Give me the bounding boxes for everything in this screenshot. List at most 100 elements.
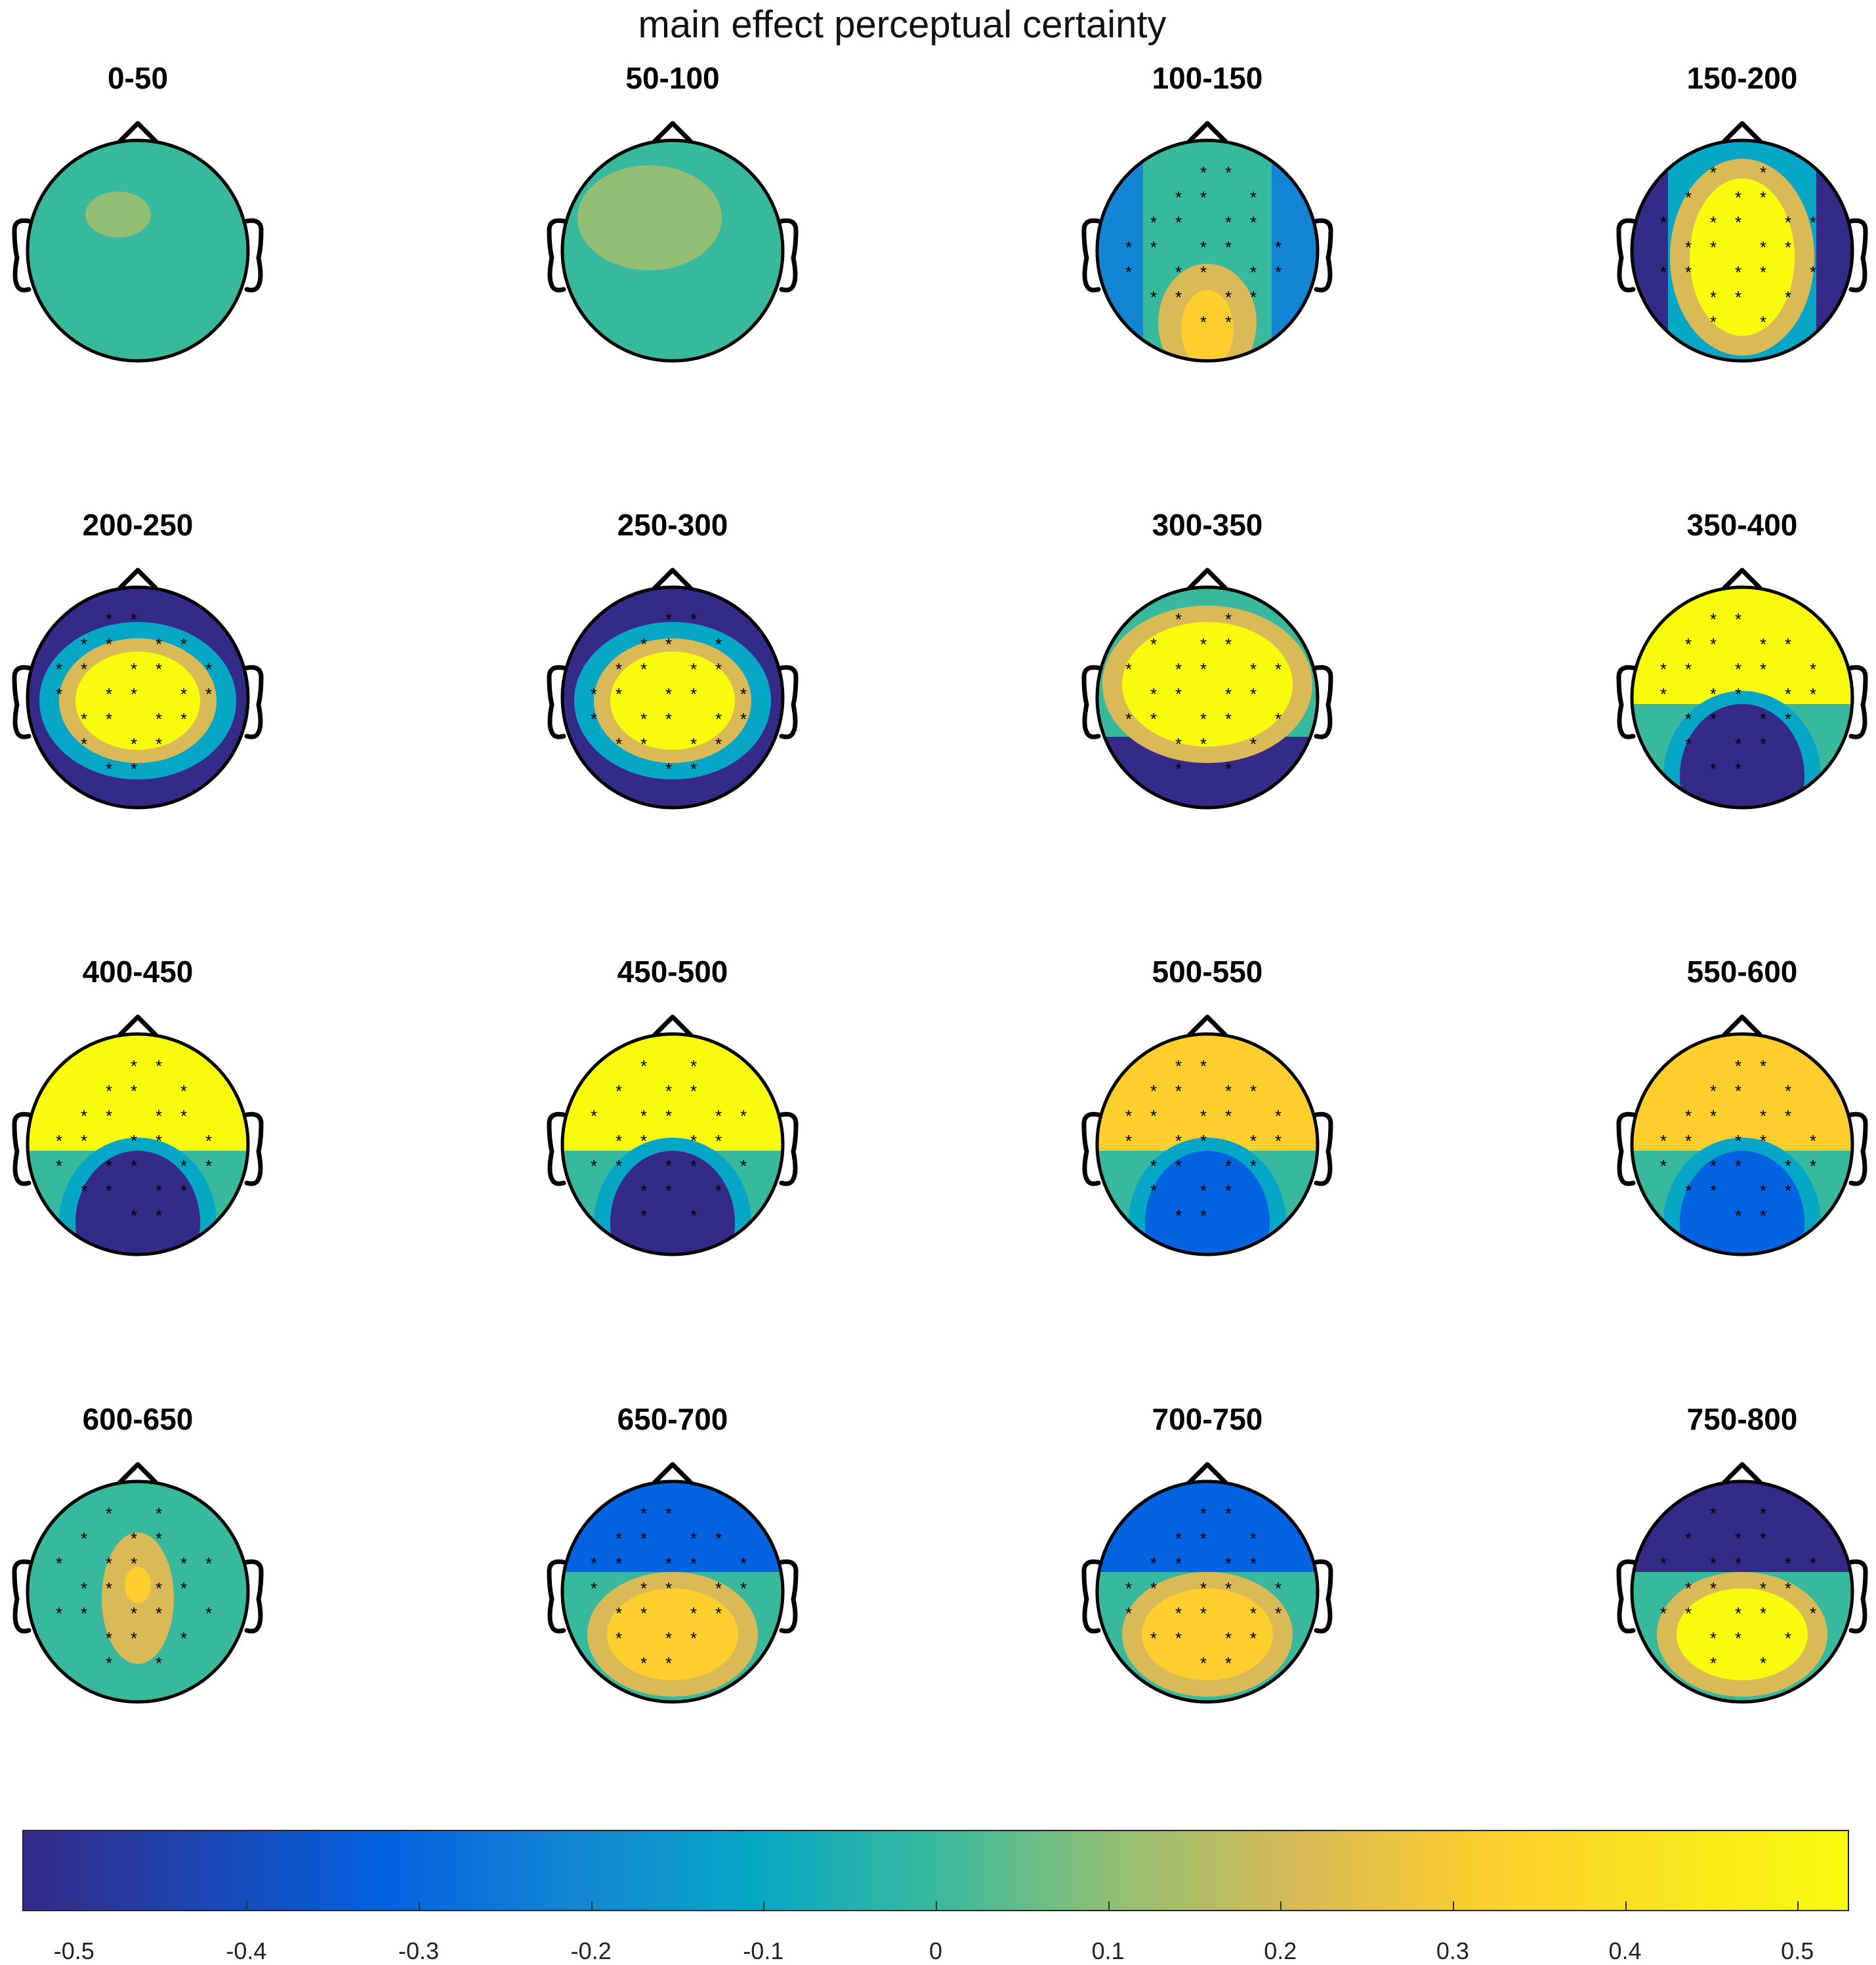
- electrode-marker: *: [640, 734, 647, 754]
- electrode-marker: *: [205, 1131, 212, 1151]
- electrode-marker: *: [665, 1504, 672, 1523]
- electrode-marker: *: [715, 1529, 722, 1548]
- electrode-marker: *: [1125, 659, 1132, 679]
- panel-title: 750-800: [1686, 1402, 1798, 1436]
- head-outline: [26, 585, 250, 810]
- right-ear-shape: [1314, 1111, 1333, 1186]
- electrode-marker: *: [131, 1156, 137, 1176]
- head-outline: [26, 1479, 250, 1704]
- electrode-marker: *: [1125, 238, 1132, 257]
- electrode-marker: *: [665, 1554, 672, 1573]
- electrode-marker: *: [1275, 659, 1282, 679]
- electrode-marker: *: [1200, 238, 1207, 257]
- figure-title: main effect perceptual certainty: [638, 3, 1167, 46]
- electrode-marker: *: [1200, 163, 1207, 182]
- topoplot-650-700: * * * * * * * * * * * * * * * * * * * * * * * * *: [547, 1462, 799, 1704]
- electrode-marker: *: [740, 709, 747, 729]
- electrode-marker: *: [1225, 634, 1232, 654]
- electrode-marker: *: [180, 1579, 187, 1598]
- electrode-marker: *: [665, 684, 672, 704]
- significant-electrodes: * * * * * * * * * * * * * * * * * * * * * * * *: [1660, 1504, 1816, 1673]
- electrode-marker: *: [1225, 1106, 1232, 1126]
- electrode-marker: *: [1710, 634, 1717, 654]
- electrode-marker: *: [1175, 1156, 1182, 1176]
- electrode-marker: *: [131, 1628, 137, 1648]
- electrode-marker: *: [1760, 1206, 1766, 1226]
- electrode-marker: *: [1125, 1579, 1132, 1598]
- electrode-marker: *: [156, 1579, 162, 1598]
- electrode-marker: *: [1660, 1156, 1667, 1176]
- electrode-marker: *: [56, 684, 62, 704]
- electrode-marker: *: [1810, 1554, 1816, 1573]
- significant-electrodes: * * * * * * * * * * * * * * * * * * * * * * * * *: [1125, 1056, 1282, 1226]
- electrode-marker: *: [131, 1131, 137, 1151]
- electrode-marker: *: [1250, 1156, 1257, 1176]
- electrode-marker: *: [640, 1056, 647, 1076]
- electrode-marker: *: [1735, 684, 1741, 704]
- electrode-marker: *: [1710, 1181, 1717, 1201]
- electrode-marker: *: [1735, 1529, 1741, 1548]
- electrode-marker: *: [1250, 659, 1257, 679]
- electrode-marker: *: [1735, 1554, 1741, 1573]
- electrode-marker: *: [1735, 659, 1741, 679]
- electrode-marker: *: [1250, 1081, 1257, 1101]
- electrode-marker: *: [1710, 312, 1717, 332]
- right-ear-shape: [779, 1559, 799, 1634]
- electrode-marker: *: [1250, 188, 1257, 207]
- electrode-marker: *: [81, 634, 87, 654]
- electrode-marker: *: [156, 1504, 162, 1523]
- electrode-marker: *: [1660, 262, 1667, 282]
- topoplot-550-600: * * * * * * * * * * * * * * * * * * * * * * * * *: [1616, 1014, 1868, 1256]
- nose-shape: [1187, 121, 1228, 144]
- electrode-marker: *: [1685, 262, 1692, 282]
- electrode-marker: *: [640, 1504, 647, 1523]
- head-outline: [1630, 1479, 1854, 1704]
- electrode-marker: *: [205, 1603, 212, 1623]
- electrode-marker: *: [1685, 1579, 1692, 1598]
- colorbar-tickmark: [1625, 1901, 1627, 1911]
- electrode-marker: *: [81, 734, 87, 754]
- electrode-marker: *: [81, 1106, 87, 1126]
- electrode-marker: *: [1150, 213, 1157, 232]
- electrode-marker: *: [1150, 1628, 1157, 1648]
- electrode-marker: *: [1200, 1106, 1207, 1126]
- electrode-marker: *: [1225, 1504, 1232, 1523]
- electrode-marker: *: [1810, 1156, 1816, 1176]
- right-ear-shape: [1848, 218, 1868, 293]
- colorbar-tickmark: [936, 1901, 937, 1911]
- nose-shape: [652, 1462, 693, 1485]
- electrode-marker: *: [156, 1206, 162, 1226]
- electrode-marker: *: [690, 659, 697, 679]
- electrode-marker: *: [1760, 659, 1766, 679]
- electrode-marker: *: [106, 1081, 112, 1101]
- significant-electrodes: * * * * * * * * * * * * * * * * * * * * * * * * *: [56, 610, 212, 779]
- electrode-marker: *: [180, 1081, 187, 1101]
- electrode-marker: *: [1760, 734, 1766, 754]
- nose-shape: [1187, 1014, 1228, 1037]
- head-outline: [560, 1032, 785, 1256]
- electrode-marker: *: [106, 1653, 112, 1673]
- significant-electrodes: * * * * * * * * * * * * * * * * * * * * * * * * *: [591, 610, 747, 779]
- electrode-marker: *: [1685, 1131, 1692, 1151]
- electrode-marker: *: [1275, 1579, 1282, 1598]
- electrode-marker: *: [1660, 684, 1667, 704]
- electrode-marker: *: [1150, 1554, 1157, 1573]
- head-outline: [1630, 138, 1854, 363]
- electrode-marker: *: [1760, 1579, 1766, 1598]
- electrode-marker: *: [615, 1529, 622, 1548]
- electrode-marker: *: [106, 759, 112, 779]
- panel-title: 250-300: [617, 508, 728, 542]
- electrode-marker: *: [1710, 1156, 1717, 1176]
- electrode-marker: *: [1685, 659, 1692, 679]
- electrode-marker: *: [1785, 634, 1791, 654]
- electrode-marker: *: [180, 1156, 187, 1176]
- left-ear-shape: [12, 218, 31, 293]
- electrode-marker: *: [1200, 709, 1207, 729]
- electrode-marker: *: [1225, 1181, 1232, 1201]
- panel-title: 300-350: [1152, 508, 1263, 542]
- electrode-marker: *: [1760, 1529, 1766, 1548]
- significant-electrodes: * * * * * * * * * * * * * * * * * * * * * * * * *: [56, 1056, 212, 1226]
- left-ear-shape: [547, 1111, 566, 1186]
- electrode-marker: *: [1250, 734, 1257, 754]
- electrode-marker: *: [1200, 1603, 1207, 1623]
